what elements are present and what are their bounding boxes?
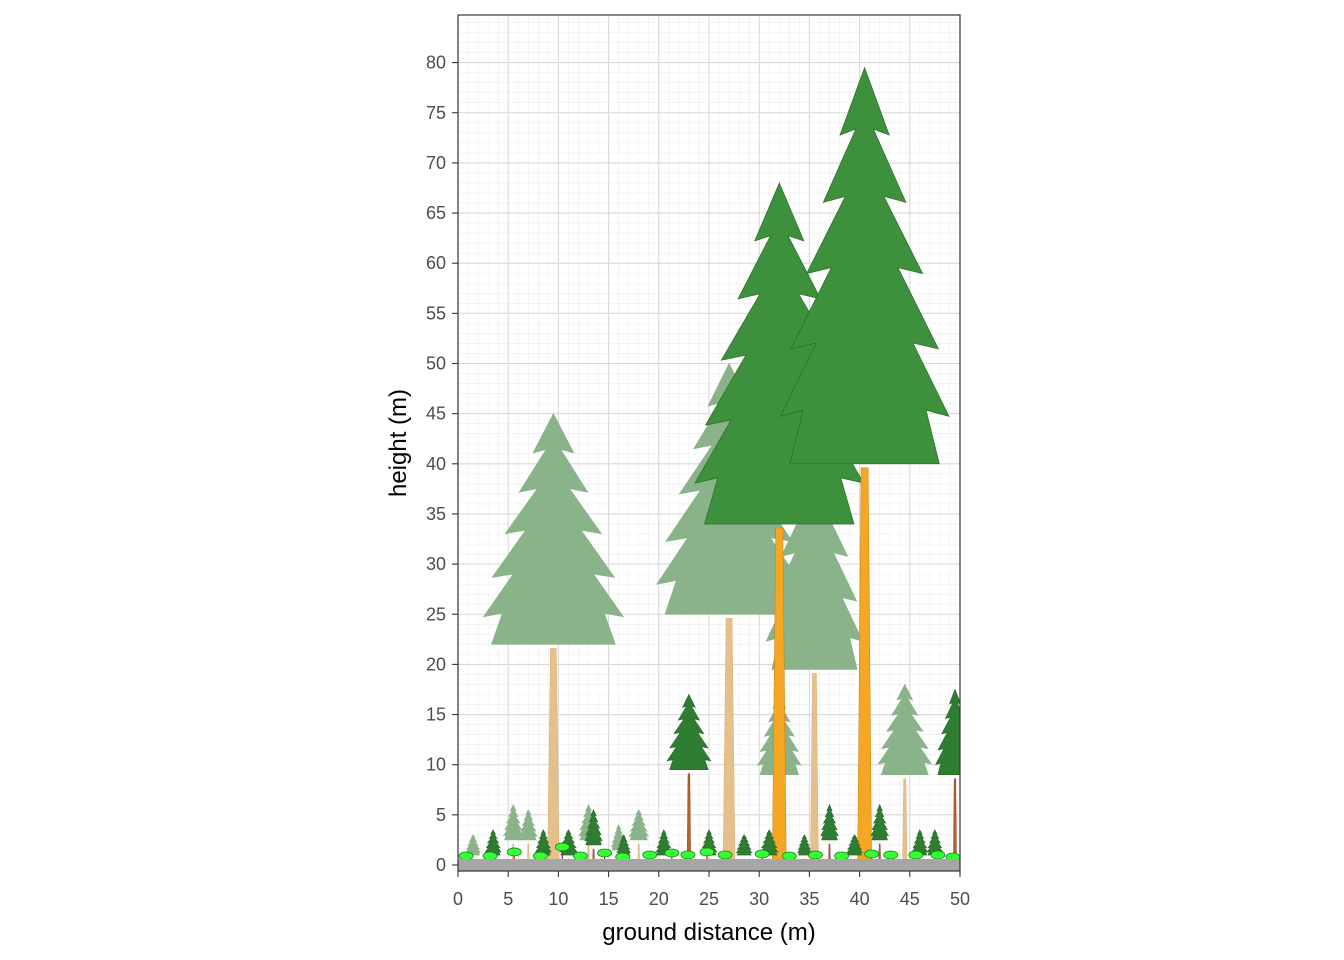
x-tick-label: 45 xyxy=(900,889,920,909)
x-tick-label: 50 xyxy=(950,889,970,909)
tree-trunk xyxy=(953,778,957,866)
shrub-crown xyxy=(573,851,588,861)
x-tick-label: 30 xyxy=(749,889,769,909)
y-tick-label: 40 xyxy=(426,454,446,474)
tree-crown xyxy=(655,829,673,856)
y-tick-label: 15 xyxy=(426,705,446,725)
shrub-crown xyxy=(908,850,924,860)
tree-fg-3 xyxy=(935,688,960,866)
shrub-crown xyxy=(506,847,522,857)
shrub-crown xyxy=(458,851,474,861)
shrub-crown xyxy=(754,849,770,859)
shrub-crown xyxy=(642,850,658,860)
tree-crown xyxy=(779,66,950,465)
y-tick-label: 50 xyxy=(426,354,446,374)
shrub-crown xyxy=(699,847,715,857)
tree-crown xyxy=(877,683,933,776)
shrub-crown xyxy=(532,851,548,861)
tree-crown xyxy=(846,834,864,856)
shrub-crown xyxy=(717,850,733,860)
tree-crown xyxy=(628,809,650,841)
x-tick-label: 20 xyxy=(649,889,669,909)
y-tick-label: 45 xyxy=(426,404,446,424)
tree-bg-4 xyxy=(877,683,933,866)
x-tick-label: 35 xyxy=(799,889,819,909)
tree-fg-2 xyxy=(666,693,712,866)
y-tick-label: 60 xyxy=(426,253,446,273)
shrubs-layer xyxy=(458,842,960,865)
y-tick-label: 75 xyxy=(426,103,446,123)
tree-crown xyxy=(666,693,712,771)
shrub-crown xyxy=(808,850,823,860)
shrub-crown xyxy=(864,849,880,859)
shrub-crown xyxy=(781,851,797,861)
x-tick-label: 15 xyxy=(599,889,619,909)
ground-band xyxy=(458,859,960,871)
y-tick-label: 25 xyxy=(426,604,446,624)
tree-fg-4 xyxy=(820,803,839,866)
shrub-crown xyxy=(834,851,849,861)
y-tick-label: 10 xyxy=(426,755,446,775)
y-axis-title: height (m) xyxy=(385,389,412,497)
y-tick-label: 55 xyxy=(426,303,446,323)
shrub-11 xyxy=(699,847,715,865)
shrub-4 xyxy=(555,842,570,865)
tree-crown xyxy=(482,412,625,645)
tree-crown xyxy=(820,803,839,841)
tree-crown xyxy=(796,834,812,856)
tree-crown xyxy=(870,803,890,841)
tree-crown xyxy=(735,834,753,856)
x-axis-title: ground distance (m) xyxy=(602,919,815,946)
shrub-crown xyxy=(597,848,612,858)
x-tick-label: 25 xyxy=(699,889,719,909)
shrub-2 xyxy=(506,847,522,865)
shrub-crown xyxy=(555,842,570,852)
y-tick-label: 20 xyxy=(426,654,446,674)
shrub-9 xyxy=(664,848,680,865)
x-tick-label: 10 xyxy=(548,889,568,909)
shrub-crown xyxy=(680,850,696,860)
y-tick-label: 35 xyxy=(426,504,446,524)
tree-crown xyxy=(502,803,524,841)
shrub-crown xyxy=(930,850,946,860)
x-tick-label: 5 xyxy=(503,889,513,909)
y-tick-label: 30 xyxy=(426,554,446,574)
shrub-crown xyxy=(883,850,899,860)
y-tick-label: 0 xyxy=(436,855,446,875)
tree-crown xyxy=(935,688,960,776)
x-tick-label: 0 xyxy=(453,889,463,909)
foreground-trees-layer xyxy=(484,66,960,866)
y-tick-label: 5 xyxy=(436,805,446,825)
y-tick-label: 70 xyxy=(426,153,446,173)
tree-crown xyxy=(518,809,538,841)
tree-crown xyxy=(584,808,603,846)
y-axis: 0 5 10 15 20 25 30 35 40 45 50 55 60 65 70 75 80 xyxy=(426,53,458,875)
x-axis: 0 5 10 15 20 25 30 35 40 45 50 xyxy=(453,871,970,909)
x-tick-label: 40 xyxy=(850,889,870,909)
y-tick-label: 65 xyxy=(426,203,446,223)
shrub-crown xyxy=(482,851,498,861)
shrub-crown xyxy=(664,848,680,858)
tree-fg-1 xyxy=(779,66,950,866)
y-tick-label: 80 xyxy=(426,53,446,73)
